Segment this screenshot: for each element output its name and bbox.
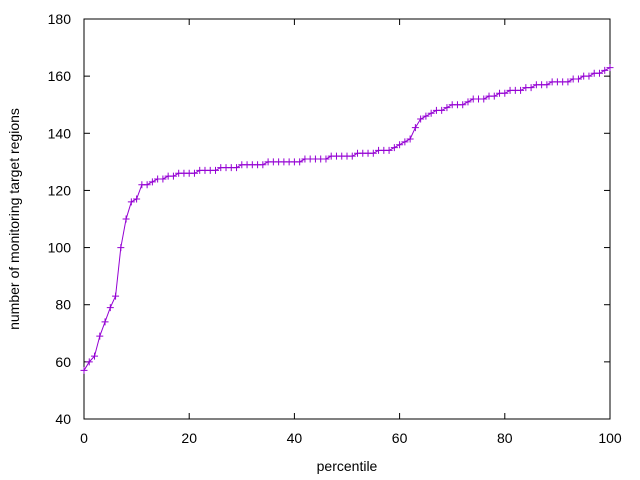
data-point-marker [411, 124, 419, 132]
data-point-marker [127, 198, 135, 206]
y-tick-label: 140 [48, 125, 72, 141]
data-point-marker [133, 195, 141, 203]
data-point-marker [190, 169, 198, 177]
data-point-marker [438, 106, 446, 114]
data-point-marker [595, 69, 603, 77]
data-point-marker [91, 352, 99, 360]
x-tick-label: 100 [598, 430, 622, 446]
data-point-marker [159, 175, 167, 183]
data-point-marker [443, 104, 451, 112]
y-tick-label: 120 [48, 182, 72, 198]
data-point-marker [564, 78, 572, 86]
data-point-marker [101, 318, 109, 326]
axis-ticks [84, 19, 610, 419]
plot-frame [83, 18, 611, 420]
y-tick-label: 180 [48, 11, 72, 27]
y-axis-label: number of monitoring target regions [6, 108, 22, 330]
data-point-marker [348, 152, 356, 160]
data-point-marker [117, 244, 125, 252]
data-point-marker [169, 172, 177, 180]
x-tick-label: 0 [80, 430, 88, 446]
x-tick-label: 80 [497, 430, 513, 446]
data-point-marker [585, 72, 593, 80]
series-markers [80, 64, 614, 374]
y-tick-label: 60 [55, 354, 71, 370]
data-point-marker [369, 149, 377, 157]
data-point-marker [212, 166, 219, 174]
data-point-marker [396, 141, 404, 149]
y-tick-label: 80 [55, 297, 71, 313]
data-point-marker [406, 135, 414, 143]
x-tick-label: 60 [392, 430, 408, 446]
series-line [83, 67, 611, 371]
y-tick-label: 40 [55, 411, 71, 427]
x-tick-label: 20 [181, 430, 197, 446]
y-tick-label: 100 [48, 240, 72, 256]
data-point-marker [543, 81, 551, 89]
axis-tick-labels: 0 20 40 60 80 100 40 60 80 100 120 140 160 180 [48, 11, 622, 446]
data-point-marker [574, 75, 582, 83]
data-point-marker [143, 181, 151, 189]
data-point-marker [85, 358, 93, 366]
data-point-marker [296, 158, 304, 166]
data-point-marker [606, 64, 614, 72]
data-point-marker [427, 109, 435, 117]
data-point-marker [517, 86, 525, 94]
y-tick-label: 160 [48, 68, 72, 84]
data-point-marker [148, 178, 156, 186]
data-point-marker [401, 138, 409, 146]
data-point-marker [259, 161, 267, 169]
data-point-marker [106, 304, 114, 312]
data-point-marker [233, 164, 241, 172]
data-point-marker [385, 146, 393, 154]
data-point-marker [480, 95, 488, 103]
data-point-marker [527, 84, 535, 92]
data-point-marker [501, 89, 509, 97]
data-point-marker [390, 144, 398, 152]
data-point-marker [417, 115, 425, 123]
data-point-marker [464, 98, 472, 106]
data-point-marker [122, 215, 130, 223]
data-point-marker [459, 101, 467, 109]
x-tick-label: 40 [287, 430, 303, 446]
data-point-marker [322, 155, 330, 163]
data-point-marker [96, 332, 104, 340]
data-point-marker [490, 92, 498, 100]
data-point-marker [80, 366, 88, 374]
data-point-marker [112, 292, 120, 300]
data-point-marker [422, 112, 430, 120]
x-axis-label: percentile [317, 458, 378, 474]
data-point-marker [601, 66, 609, 74]
